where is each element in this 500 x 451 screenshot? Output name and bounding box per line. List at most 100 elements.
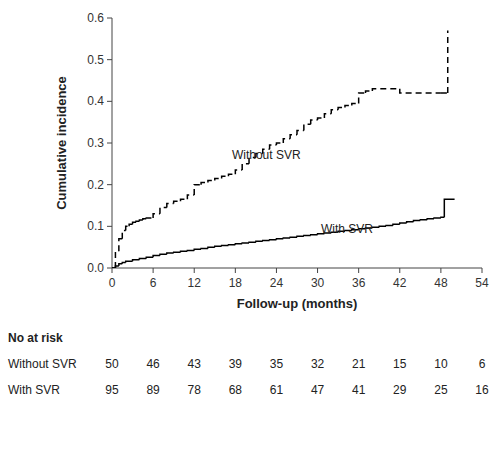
series (112, 199, 455, 268)
risk-count: 16 (475, 383, 489, 397)
step-segment (181, 251, 188, 253)
series (112, 31, 448, 269)
x-tick (276, 268, 277, 273)
step-segment (297, 131, 304, 135)
step-segment (338, 108, 345, 110)
step-segment (276, 143, 283, 145)
step-segment (143, 219, 146, 220)
step-segment (290, 236, 297, 238)
step-segment (427, 218, 434, 220)
step-segment (133, 222, 136, 224)
step-segment (215, 178, 222, 180)
risk-count: 68 (229, 383, 243, 397)
x-tick-label: 6 (150, 276, 157, 290)
x-tick (194, 268, 195, 273)
step-segment (115, 266, 118, 268)
step-segment (146, 257, 153, 258)
x-tick-label: 30 (311, 276, 325, 290)
x-axis-title: Follow-up (months) (237, 296, 358, 311)
y-tick-label: 0.4 (87, 94, 104, 108)
step-segment (441, 92, 448, 94)
step-segment (160, 208, 167, 214)
risk-count: 21 (352, 357, 366, 371)
step-segment (119, 264, 122, 266)
x-tick (153, 268, 154, 273)
step-segment (379, 226, 386, 228)
risk-count: 61 (270, 383, 284, 397)
y-tick (107, 184, 112, 185)
step-segment (235, 170, 242, 174)
step-segment (133, 260, 140, 262)
y-tick (107, 18, 112, 19)
step-segment (139, 258, 146, 259)
step-segment (283, 237, 290, 239)
step-segment (290, 135, 297, 139)
step-segment (283, 139, 290, 143)
step-segment (242, 242, 249, 244)
step-segment (119, 239, 122, 252)
step-segment (122, 263, 125, 264)
step-segment (167, 203, 174, 207)
step-segment (208, 181, 215, 183)
x-tick (399, 268, 400, 273)
step-segment (359, 93, 366, 103)
x-tick-label: 12 (188, 276, 202, 290)
x-tick (482, 268, 483, 273)
chart: 0612182430364248540.00.10.20.30.40.50.6F… (0, 0, 500, 451)
step-segment (174, 201, 181, 203)
step-segment (222, 176, 229, 178)
step-segment (270, 239, 277, 241)
step-segment (187, 250, 194, 252)
x-tick-label: 24 (270, 276, 284, 290)
step-segment (126, 226, 129, 230)
x-tick-label: 36 (352, 276, 366, 290)
step-segment (129, 224, 132, 226)
step-segment (324, 114, 331, 118)
risk-table: No at riskWithout SVR5046433935322115106… (8, 331, 489, 397)
step-segment (407, 222, 414, 223)
step-segment (447, 31, 449, 94)
risk-row-label: With SVR (8, 383, 60, 397)
risk-count: 46 (146, 357, 160, 371)
step-segment (228, 174, 235, 176)
y-tick-label: 0.2 (87, 178, 104, 192)
x-axis-line (112, 268, 482, 269)
step-segment (201, 248, 208, 250)
x-tick (358, 268, 359, 273)
plot-area (112, 31, 455, 269)
step-segment (139, 220, 142, 221)
y-tick-label: 0.5 (87, 53, 104, 67)
step-segment (372, 89, 399, 91)
step-segment (187, 195, 194, 199)
risk-count: 15 (393, 357, 407, 371)
risk-count: 78 (188, 383, 202, 397)
step-segment (434, 217, 441, 219)
step-segment (208, 247, 215, 248)
x-tick (112, 268, 113, 273)
step-segment (146, 217, 153, 219)
step-segment (304, 235, 311, 237)
y-tick (107, 143, 112, 144)
x-tick (440, 268, 441, 273)
risk-count: 50 (105, 357, 119, 371)
risk-count: 47 (311, 383, 325, 397)
y-tick (107, 226, 112, 227)
step-segment (311, 234, 318, 236)
x-tick (317, 268, 318, 273)
step-segment (366, 91, 373, 93)
step-segment (153, 256, 160, 258)
risk-count: 43 (188, 357, 202, 371)
step-segment (256, 241, 263, 243)
step-segment (249, 241, 256, 243)
step-segment (444, 199, 454, 217)
y-axis-title: Cumulative incidence (54, 76, 69, 210)
step-segment (331, 110, 338, 114)
axes: 0612182430364248540.00.10.20.30.40.50.6 (87, 11, 489, 290)
x-tick-label: 48 (434, 276, 448, 290)
step-segment (263, 240, 270, 242)
step-segment (345, 106, 352, 108)
step-segment (222, 245, 229, 247)
step-segment (413, 221, 420, 222)
annotation: With SVR (321, 222, 373, 236)
step-segment (386, 225, 393, 227)
